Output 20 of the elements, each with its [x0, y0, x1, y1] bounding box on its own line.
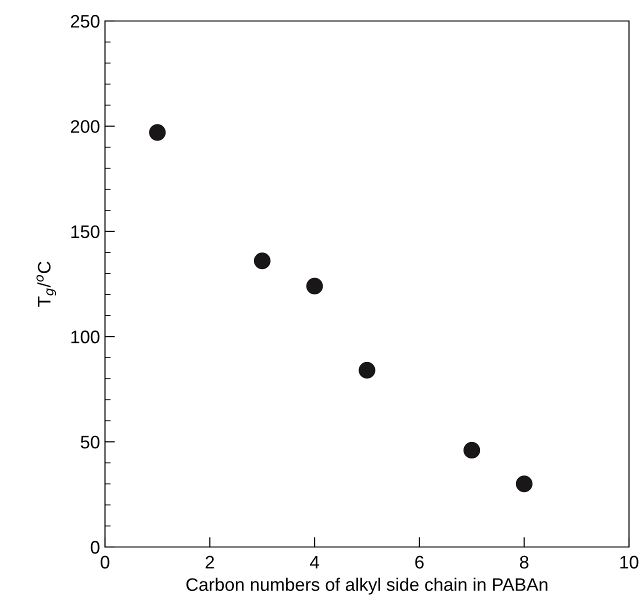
point	[516, 476, 533, 492]
x-tick-label: 4	[310, 556, 320, 568]
y-tick-label: 50	[80, 436, 100, 449]
x-tick-label: 8	[520, 556, 528, 569]
y-axis-title: T$_{g}$/$^{o}$C	[36, 262, 56, 307]
y-tick-label: 150	[71, 225, 100, 238]
point	[463, 442, 480, 459]
point	[358, 362, 376, 379]
point	[149, 124, 166, 141]
x-tick-label: 6	[415, 556, 424, 569]
y-tick-label: 0	[90, 540, 100, 554]
point	[306, 278, 323, 294]
point	[254, 252, 271, 270]
y-tick-label: 250	[70, 14, 100, 28]
x-tick-label: 10	[620, 556, 638, 569]
x-tick-label: 0	[100, 556, 110, 569]
x-tick-label: 2	[206, 556, 214, 568]
y-tick-label: 200	[70, 120, 100, 133]
x-axis-title: Carbon numbers of alkyl side chain in PABAn	[186, 578, 548, 595]
y-tick-label: 100	[71, 330, 100, 344]
